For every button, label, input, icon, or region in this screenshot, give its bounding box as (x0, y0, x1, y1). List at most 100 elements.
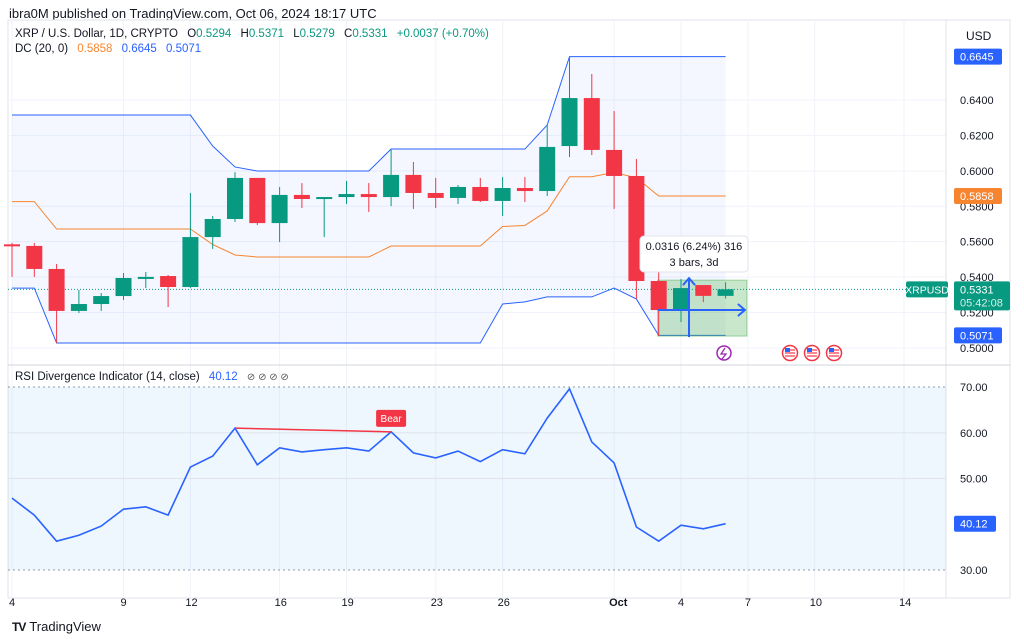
publish-info: ibra0M published on TradingView.com, Oct… (9, 6, 377, 21)
countdown-text: 05:42:08 (960, 297, 1003, 309)
arrow-up-icon (682, 276, 696, 286)
rsi-tick-label: 70.00 (960, 382, 988, 394)
dc-legend: DC (20, 0) 0.5858 0.6645 0.5071 (15, 43, 201, 55)
rsi-legend: RSI Divergence Indicator (14, close) 40.… (15, 371, 289, 383)
candle-body (115, 277, 132, 297)
currency-label[interactable]: USD (966, 29, 992, 43)
price-tick-label: 0.6200 (960, 130, 994, 142)
high-value: 0.5371 (248, 28, 285, 40)
flag-canton (785, 348, 790, 352)
candle-body (227, 177, 243, 220)
candle-body (26, 245, 43, 269)
rsi-tick-label: 50.00 (960, 474, 988, 486)
dc-lower-value: 0.5071 (166, 43, 202, 55)
dc-label[interactable]: DC (20, 0) (15, 43, 69, 55)
candle-body (48, 268, 65, 311)
candle-body (695, 285, 712, 296)
flag-canton (829, 348, 834, 352)
rsi-tick-label: 30.00 (960, 565, 988, 577)
time-tick-label: 23 (431, 597, 443, 609)
brand-name: TradingView (29, 619, 101, 634)
candle-body (93, 296, 110, 305)
candle-body (673, 288, 689, 311)
price-badge-text: 0.6645 (960, 52, 994, 64)
price-badge (954, 48, 1002, 65)
time-tick-label: 7 (745, 597, 751, 609)
time-tick-label: 10 (810, 597, 822, 609)
symbol-title[interactable]: XRP / U.S. Dollar, 1D, CRYPTO (15, 28, 178, 40)
chart-frame (7, 19, 1011, 599)
rsi-current-text: 40.12 (960, 519, 988, 531)
candle-body (427, 192, 444, 198)
tooltip-change-text: 0.0316 (6.24%) 316 (646, 241, 743, 253)
bear-label-badge (376, 409, 407, 427)
candle-body (583, 98, 600, 150)
hidden-values-icons: ⊘ ⊘ ⊘ ⊘ (246, 372, 289, 383)
lightning-glyph-icon (719, 347, 728, 360)
price-badge (954, 327, 1002, 344)
dc-basis-value: 0.5858 (77, 43, 113, 55)
footer: TV TradingView (12, 619, 101, 634)
candle-body (137, 276, 154, 279)
time-tick-label: 16 (275, 597, 287, 609)
candle-body (472, 186, 489, 201)
bear-divergence-line (234, 427, 392, 433)
us-flag-event-icon (803, 344, 821, 362)
open-value: 0.5294 (196, 28, 232, 40)
rsi-label[interactable]: RSI Divergence Indicator (14, close) (15, 371, 200, 383)
low-value: 0.5279 (299, 28, 335, 40)
candle-body (606, 149, 623, 176)
rsi-value: 40.12 (208, 371, 238, 383)
candle-body (516, 188, 533, 192)
candle-body (539, 146, 556, 192)
symbol-badge (906, 281, 948, 298)
rsi-line (11, 387, 726, 543)
tradingview-logo-icon: TV (12, 619, 26, 634)
price-tick-label: 0.6000 (960, 166, 994, 178)
symbol-legend: XRP / U.S. Dollar, 1D, CRYPTO O0.5294 H0… (15, 28, 489, 40)
price-tick-label: 0.6400 (960, 95, 994, 107)
price-badge (954, 187, 1002, 204)
candle-body (561, 98, 578, 147)
candle-body (383, 174, 400, 198)
price-badge-text: 0.5858 (960, 191, 994, 203)
candle-body (450, 186, 466, 198)
last-price-text: 0.5331 (960, 284, 994, 296)
candle-body (717, 289, 734, 296)
last-price-badge (954, 281, 1010, 311)
us-flag-event-icon (825, 344, 843, 362)
lightning-event-icon (716, 345, 732, 361)
price-tick-label: 0.5200 (960, 308, 994, 320)
time-tick-label: 19 (342, 597, 354, 609)
rsi-tick-label: 60.00 (960, 428, 988, 440)
dc-upper-value: 0.6645 (121, 43, 157, 55)
dc-upper-line (12, 56, 726, 172)
candle-body (405, 174, 422, 193)
open-label: O (187, 28, 197, 40)
candle-body (160, 276, 177, 288)
arrow-right-icon (737, 303, 747, 317)
candle-body (70, 304, 87, 311)
low-label: L (293, 28, 300, 40)
candle-body (249, 177, 266, 224)
tooltip-background (639, 235, 749, 273)
measure-tooltip: 0.0316 (6.24%) 316 3 bars, 3d (639, 235, 749, 273)
candle-body (494, 188, 511, 201)
time-tick-label: Oct (609, 597, 628, 609)
time-tick-label: 4 (678, 597, 684, 609)
close-value: 0.5331 (352, 28, 388, 40)
time-tick-label: 14 (899, 597, 911, 609)
candle-body (338, 194, 355, 198)
tooltip-bars-text: 3 bars, 3d (670, 257, 719, 269)
symbol-badge-text: XRPUSD (905, 284, 949, 296)
high-label: H (240, 28, 249, 40)
candle-body (360, 194, 377, 198)
price-badge-text: 0.5071 (960, 330, 994, 342)
price-tick-label: 0.5000 (960, 343, 994, 355)
price-tick-label: 0.5600 (960, 237, 994, 249)
candle-body (293, 194, 310, 199)
rsi-current-badge (954, 515, 996, 532)
us-flag-event-icon (781, 344, 799, 362)
time-tick-label: 12 (185, 597, 197, 609)
